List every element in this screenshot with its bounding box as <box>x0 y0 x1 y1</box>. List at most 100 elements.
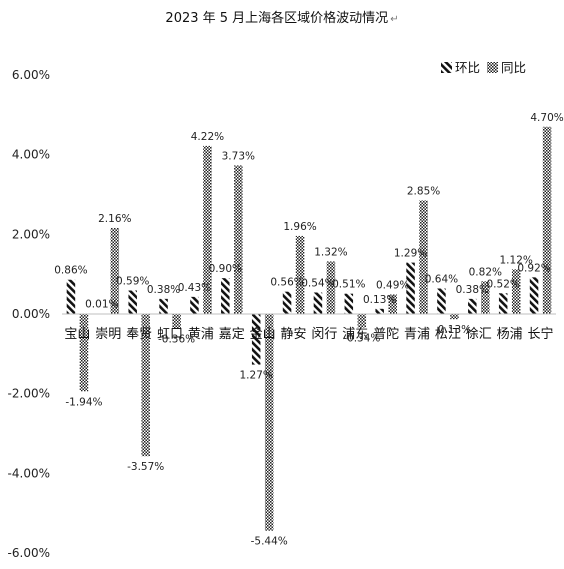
bar-huanbi-8 <box>313 292 323 314</box>
data-label-tongbi-5: 3.73% <box>222 150 255 162</box>
y-tick-label: -2.00% <box>8 387 50 401</box>
data-label-huanbi-2: 0.59% <box>116 276 149 288</box>
bar-tongbi-9 <box>357 314 367 328</box>
category-label-3: 虹口 <box>157 327 183 342</box>
category-label-2: 奉贤 <box>126 327 152 342</box>
bar-huanbi-2 <box>128 290 137 314</box>
y-tick-label: 0.00% <box>12 307 50 321</box>
bar-huanbi-12 <box>437 288 446 314</box>
bar-tongbi-2 <box>141 314 150 457</box>
category-label-13: 徐汇 <box>466 327 492 342</box>
data-label-tongbi-13: 0.82% <box>469 266 502 278</box>
bar-series <box>66 126 552 531</box>
data-label-huanbi-3: 0.38% <box>147 284 180 296</box>
bar-tongbi-3 <box>172 314 181 329</box>
data-label-huanbi-14: 0.52% <box>487 278 520 290</box>
legend-swatch-huanbi <box>441 62 452 73</box>
bar-huanbi-4 <box>190 296 199 314</box>
y-axis: 6.00% 4.00% 2.00% 0.00% -2.00% -4.00% -6.00% <box>8 68 50 560</box>
data-label-tongbi-11: 2.85% <box>407 185 440 197</box>
data-label-tongbi-12: 0.13% <box>438 324 471 336</box>
bar-huanbi-3 <box>159 298 168 314</box>
data-label-tongbi-8: 1.32% <box>314 246 347 258</box>
category-label-12: 松江 <box>435 327 461 342</box>
legend-label-tongbi: 同比 <box>501 60 526 75</box>
category-label-5: 嘉定 <box>219 327 245 342</box>
data-label-huanbi-9: 0.51% <box>332 279 365 291</box>
data-label-tongbi-14: 1.12% <box>500 254 533 266</box>
bar-tongbi-13 <box>481 281 490 314</box>
data-label-tongbi-2: -3.57% <box>127 461 164 473</box>
category-label-1: 崇明 <box>95 327 121 342</box>
data-label-huanbi-11: 1.29% <box>394 248 427 260</box>
category-label-14: 杨浦 <box>497 327 523 342</box>
bar-huanbi-6 <box>251 314 261 365</box>
category-label-7: 静安 <box>281 327 307 342</box>
bar-tongbi-15 <box>542 126 552 314</box>
data-label-huanbi-4: 0.43% <box>178 282 211 294</box>
category-label-15: 长宁 <box>528 326 554 342</box>
y-tick-label: 4.00% <box>12 148 50 162</box>
data-label-huanbi-15: 0.92% <box>517 262 550 274</box>
y-tick-label: 2.00% <box>12 227 50 241</box>
bar-huanbi-11 <box>406 262 415 314</box>
category-labels: 宝山 崇明 奉贤 虹口 黄浦 嘉定 金山 静安 闵行 浦东 普陀 青浦 松江 徐汇 杨浦 长宁 <box>64 326 553 342</box>
category-label-8: 闵行 <box>311 327 337 342</box>
chart-title: 2023 年 5 月上海各区域价格波动情况 ↵ <box>165 10 398 26</box>
data-label-tongbi-9: -0.34% <box>343 333 380 345</box>
data-label-tongbi-3: -0.36% <box>158 333 195 345</box>
bar-tongbi-10 <box>388 294 397 314</box>
data-label-tongbi-0: -1.94% <box>65 396 102 408</box>
bar-huanbi-9 <box>344 293 354 314</box>
y-tick-label: 6.00% <box>12 68 50 82</box>
bar-huanbi-0 <box>66 279 76 314</box>
data-label-huanbi-5: 0.90% <box>209 263 242 275</box>
data-label-tongbi-6: -5.44% <box>251 536 288 548</box>
bar-tongbi-0 <box>79 314 89 392</box>
bar-huanbi-7 <box>282 291 292 314</box>
bar-huanbi-15 <box>529 277 539 314</box>
data-label-tongbi-15: 4.70% <box>530 112 563 124</box>
data-label-huanbi-10: 0.13% <box>363 294 396 306</box>
legend-swatch-tongbi <box>487 62 498 73</box>
chart-legend: 环比 同比 <box>441 60 526 75</box>
bar-tongbi-7 <box>295 235 305 314</box>
data-label-tongbi-7: 1.96% <box>283 221 316 233</box>
bar-tongbi-12 <box>450 314 459 320</box>
data-label-huanbi-1: 0.01% <box>85 299 118 311</box>
category-label-10: 普陀 <box>373 326 399 342</box>
bar-huanbi-10 <box>375 308 384 314</box>
data-label-huanbi-13: 0.38% <box>456 284 489 296</box>
bar-tongbi-1 <box>110 227 120 314</box>
data-label-huanbi-8: 0.54% <box>301 277 334 289</box>
data-labels: 0.86% -1.94% 0.01% 2.16% 0.59% -3.57% 0.38% -0.… <box>54 112 563 548</box>
bar-huanbi-5 <box>221 278 230 314</box>
data-label-tongbi-1: 2.16% <box>98 213 131 225</box>
category-label-9: 浦东 <box>342 327 368 342</box>
bar-huanbi-14 <box>498 293 508 314</box>
title-paragraph-mark: ↵ <box>390 14 398 25</box>
data-label-huanbi-6: 1.27% <box>240 370 273 382</box>
data-label-huanbi-7: 0.56% <box>270 277 303 289</box>
bar-tongbi-8 <box>326 261 336 314</box>
bar-tongbi-6 <box>264 314 274 531</box>
data-label-tongbi-10: 0.49% <box>376 279 409 291</box>
bar-tongbi-4 <box>203 145 212 314</box>
legend-label-huanbi: 环比 <box>455 60 480 75</box>
bar-huanbi-13 <box>468 298 477 314</box>
data-label-huanbi-0: 0.86% <box>54 265 87 277</box>
bar-tongbi-5 <box>234 165 243 314</box>
category-label-0: 宝山 <box>64 327 90 342</box>
category-label-4: 黄浦 <box>188 327 214 342</box>
y-tick-label: -6.00% <box>8 546 50 560</box>
bar-tongbi-14 <box>511 269 521 314</box>
bar-tongbi-11 <box>419 200 428 314</box>
data-label-tongbi-4: 4.22% <box>191 131 224 143</box>
category-label-6: 金山 <box>250 326 276 342</box>
category-label-11: 青浦 <box>404 327 430 342</box>
y-tick-label: -4.00% <box>8 466 50 480</box>
data-label-huanbi-12: 0.64% <box>425 274 458 286</box>
